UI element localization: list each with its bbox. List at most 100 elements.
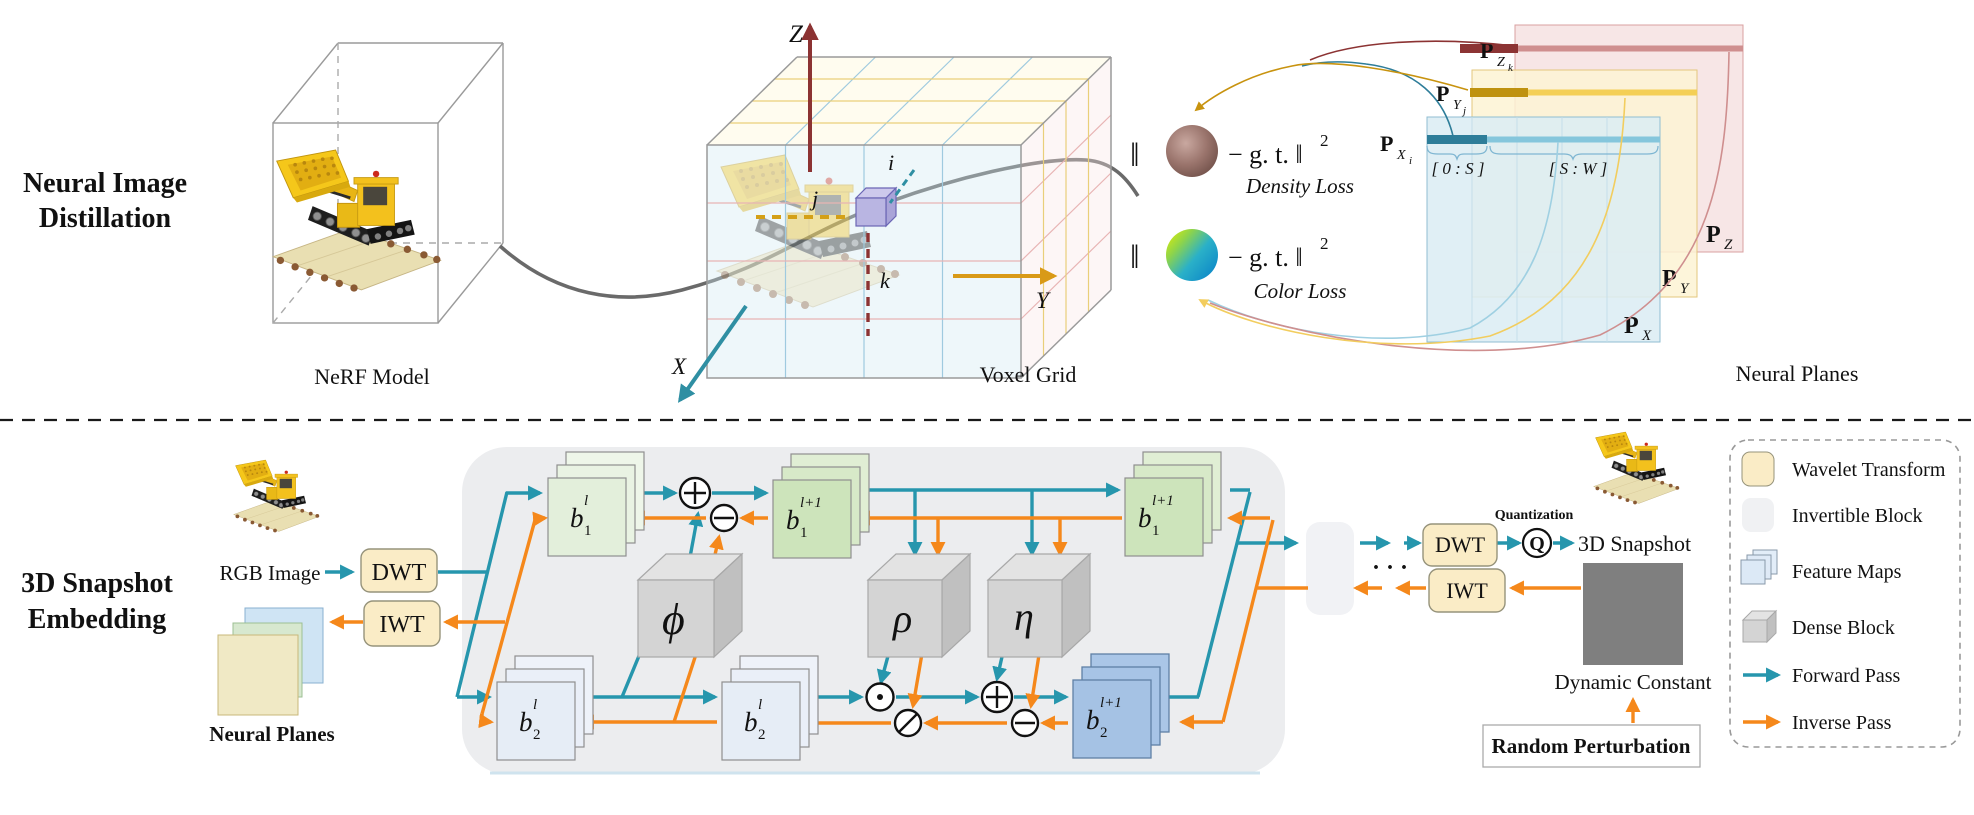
- dynamic-constant-label: Dynamic Constant: [1555, 670, 1712, 694]
- dwt-box-left: [360, 548, 438, 593]
- random-perturbation-label: Random Perturbation: [1492, 734, 1691, 758]
- y-axis-label: Y: [1036, 288, 1051, 313]
- density-norm-left: ‖: [1130, 137, 1140, 174]
- voxel-grid: Z Y X j i k Voxel Grid: [671, 21, 1112, 403]
- svg-text:b: b: [1086, 705, 1100, 735]
- color-caption: Color Loss: [1254, 279, 1347, 303]
- pz-row-light: [1518, 45, 1743, 52]
- dwt-box-left-label: DWT: [372, 560, 427, 586]
- pz-to-color-curve: [1209, 51, 1730, 352]
- legend-inverse-label: Inverse Pass: [1792, 712, 1892, 734]
- svg-text:Y: Y: [1453, 98, 1463, 113]
- dense-cube-eta: [986, 552, 1092, 659]
- dwt-box-right-label: DWT: [1435, 532, 1486, 557]
- rho-label: ρ: [891, 596, 912, 641]
- svg-text:P: P: [1706, 222, 1721, 248]
- subtract-op2-icon: [1010, 708, 1040, 738]
- svg-text:l: l: [584, 493, 588, 509]
- b1l-label: b 1 l: [570, 493, 592, 539]
- pyj-tag: P Y j: [1436, 81, 1466, 117]
- svg-text:2: 2: [758, 727, 766, 743]
- density-exponent: 2: [1320, 131, 1329, 150]
- nerf-bulldozer-image: [271, 148, 442, 294]
- neural-planes-stack: [217, 607, 324, 716]
- svg-text:b: b: [1138, 503, 1152, 533]
- range-right-label: [ S : W ]: [1549, 159, 1608, 178]
- voxel-caption: Voxel Grid: [980, 362, 1077, 387]
- svg-text:P: P: [1480, 38, 1493, 63]
- svg-text:Z: Z: [1724, 237, 1733, 253]
- add-op2-icon: [980, 680, 1014, 714]
- svg-text:P: P: [1380, 131, 1393, 156]
- snapshot-label: 3D Snapshot: [1578, 531, 1691, 556]
- feature-stack-b1l: [547, 451, 645, 557]
- svg-text:1: 1: [584, 523, 592, 539]
- pz-to-density-curve: [1309, 40, 1516, 61]
- range-left-label: [ 0 : S ]: [1432, 159, 1485, 178]
- pz-row-dark: [1460, 44, 1518, 53]
- svg-text:2: 2: [1100, 725, 1108, 741]
- x-axis-arrow: [677, 304, 748, 403]
- neural-planes-group: [ 0 : S ] [ S : W ] P Z k P Y j P X i P …: [1194, 24, 1859, 386]
- random-perturbation-box: [1482, 724, 1701, 768]
- py-to-color-arrow: [1198, 97, 1626, 345]
- svg-text:2: 2: [533, 727, 541, 743]
- k-index-label: k: [880, 268, 891, 293]
- svg-text:1: 1: [1152, 523, 1160, 539]
- iwt-box-right: [1428, 568, 1506, 613]
- brace-0s-icon: [1426, 145, 1488, 162]
- px-row-light: [1487, 136, 1660, 143]
- feature-stack-b1l1-mid: [772, 453, 870, 559]
- svg-text:P: P: [1436, 81, 1449, 106]
- density-sphere-icon: [1166, 125, 1218, 177]
- svg-text:Z: Z: [1497, 55, 1505, 70]
- planes-caption: Neural Planes: [1736, 361, 1859, 386]
- brace-sw-icon: [1489, 145, 1659, 162]
- iwt-box-left-label: IWT: [379, 612, 425, 638]
- iwt-box-right-label: IWT: [1446, 578, 1488, 603]
- b2l-label-left: b 2 l: [519, 697, 541, 743]
- ellipsis-label: · · ·: [1372, 555, 1408, 581]
- subtract-op-icon: [709, 503, 739, 533]
- section-title-line2: Distillation: [39, 203, 172, 234]
- b2l-label-mid: b 2 l: [744, 697, 766, 743]
- dynamic-constant-image: [1583, 563, 1683, 665]
- legend-featuremaps-icon: [1740, 549, 1778, 585]
- svg-text:l+1: l+1: [1100, 695, 1122, 711]
- density-caption: Density Loss: [1245, 174, 1354, 198]
- legend-denseblock-label: Dense Block: [1792, 617, 1895, 639]
- px-row-dark: [1427, 135, 1487, 144]
- x-axis-label: X: [671, 354, 687, 379]
- quantize-q-label: Q: [1529, 533, 1545, 555]
- color-expr: − g. t. ‖: [1228, 243, 1303, 272]
- py-row-dark: [1470, 88, 1528, 97]
- dense-cube-phi: [636, 552, 744, 659]
- rgb-image-label: RGB Image: [220, 561, 321, 585]
- snapshot-thumbnail: [1592, 431, 1680, 506]
- feature-stack-b2l-mid: [721, 655, 819, 761]
- b2l1-label: b 2 l+1: [1086, 695, 1122, 741]
- bottom-section: 3D Snapshot Embedding RGB Image Neural P…: [21, 431, 1961, 775]
- divide-op-icon: [893, 708, 923, 738]
- svg-text:1: 1: [800, 525, 808, 541]
- color-loss: ‖ − g. t. ‖ 2 Color Loss: [1130, 229, 1346, 303]
- feature-stack-b2l-left: [496, 655, 594, 761]
- phi-label: ϕ: [662, 595, 685, 644]
- eta-label: η: [1014, 594, 1034, 639]
- legend-featuremaps-label: Feature Maps: [1792, 561, 1902, 583]
- pxi-tag: P X i: [1380, 131, 1412, 167]
- inverse-wires: [329, 510, 1641, 731]
- legend-wavelet-label: Wavelet Transform: [1792, 459, 1946, 481]
- color-exponent: 2: [1320, 234, 1329, 253]
- py-row-light: [1528, 89, 1697, 96]
- iwt-box-left: [363, 600, 441, 647]
- svg-text:b: b: [786, 505, 800, 535]
- svg-text:l+1: l+1: [1152, 493, 1174, 509]
- legend-denseblock-icon: [1741, 609, 1778, 644]
- density-loss: ‖ − g. t. ‖ 2 Density Loss: [1130, 125, 1354, 198]
- section2-title-line2: Embedding: [28, 604, 167, 635]
- color-sphere-icon: [1166, 229, 1218, 281]
- quantize-circle-icon: [1521, 527, 1553, 559]
- forward-wires: [325, 482, 1575, 705]
- legend-wavelet-swatch-icon: [1741, 451, 1775, 487]
